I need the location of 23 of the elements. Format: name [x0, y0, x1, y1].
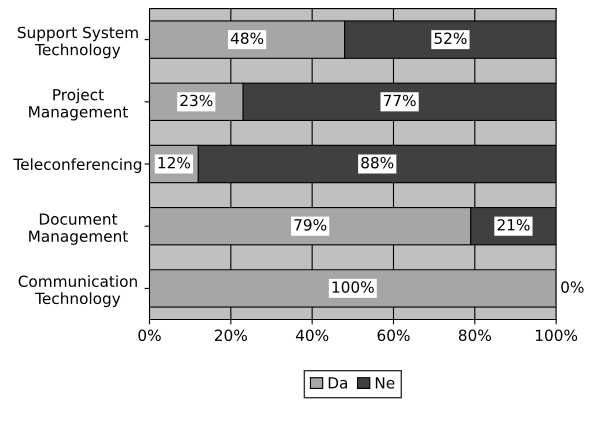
data-label: 21% — [498, 219, 530, 231]
x-tick-label: 80% — [458, 329, 491, 342]
x-tick-label: 40% — [296, 329, 328, 342]
legend-label: Da — [328, 377, 347, 389]
x-tick-label: 20% — [214, 329, 247, 342]
data-label: 100% — [332, 281, 374, 293]
data-label: 23% — [180, 94, 212, 106]
data-label: 79% — [294, 219, 326, 231]
data-label: 48% — [230, 32, 264, 44]
x-tick-label: 100% — [536, 329, 578, 342]
y-tick-label: Support System Technology — [18, 26, 138, 58]
data-label: 0% — [561, 281, 584, 293]
legend-label: Ne — [376, 377, 394, 389]
data-label: 12% — [158, 156, 190, 168]
y-tick-label: Communication Technology — [18, 275, 137, 308]
y-tick-label: Teleconferencing — [13, 158, 142, 173]
data-label: 88% — [361, 156, 394, 168]
data-label: 52% — [434, 32, 467, 44]
y-tick-label: Document Management — [29, 213, 128, 245]
x-tick-label: 0% — [138, 329, 161, 342]
x-tick-label: 60% — [378, 329, 410, 342]
y-tick-label: Project Management — [29, 88, 128, 121]
data-label: 77% — [384, 94, 416, 106]
